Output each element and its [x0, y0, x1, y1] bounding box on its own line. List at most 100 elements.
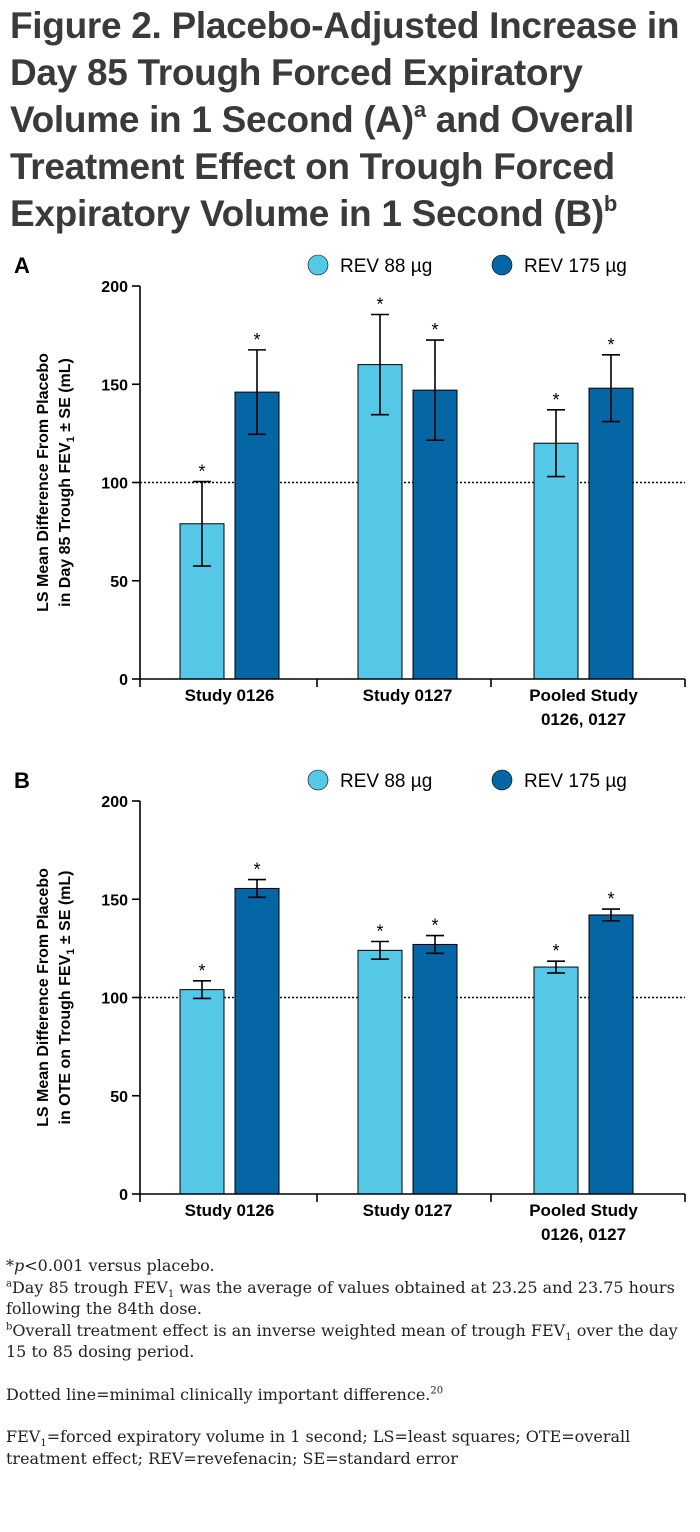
x-tick-label-line: Study 0127 [363, 1201, 453, 1220]
y-axis-label-line2-post: ± SE (mL) [57, 358, 74, 436]
title-part2: and Overall Treatment Effect on Trough F… [10, 99, 635, 234]
x-tick-label-line: 0126, 0127 [541, 1225, 626, 1244]
bar [234, 391, 280, 680]
legend-label: REV 88 µg [340, 771, 432, 792]
y-axis-label: LS Mean Difference From Placebo in OTE on… [35, 868, 77, 1127]
y-tick-label: 150 [101, 892, 128, 909]
y-tick-label: 100 [101, 991, 128, 1008]
bar [357, 364, 403, 680]
significance-marker: * [552, 390, 559, 410]
y-tick-label: 50 [110, 1089, 128, 1106]
y-axis-label-line2: in Day 85 Trough FEV1 ± SE (mL) [57, 358, 77, 607]
legend-item: REV 175 µg [491, 254, 627, 277]
x-tick-label: Study 0126 [185, 686, 275, 705]
x-tick-label-line: Study 0126 [185, 686, 275, 705]
y-axis-label-line2-pre: in OTE on Trough FEV [57, 954, 74, 1124]
chart-a-svg: A REV 88 µg REV 175 µg LS Mean Difference F… [14, 253, 686, 729]
y-axis-label-line2-post: ± SE (mL) [57, 870, 74, 948]
footnote-p-text: <0.001 versus placebo. [24, 1256, 215, 1275]
footnote-b-sup: b [6, 1321, 13, 1333]
x-tick-label: Study 0127 [363, 686, 453, 705]
legend-item: REV 88 µg [307, 254, 432, 277]
chart-b-svg: B REV 88 µg REV 175 µg LS Mean Difference F… [14, 768, 686, 1244]
footnote-b: bOverall treatment effect is an inverse … [6, 1320, 696, 1363]
footnote-a-sup: a [6, 1278, 12, 1290]
y-axis-label-sub: 1 [65, 436, 77, 442]
y-tick-label: 0 [119, 672, 128, 689]
footnote-b-pre: Overall treatment effect is an inverse w… [12, 1320, 566, 1340]
x-tick-label: Study 0126 [185, 1201, 275, 1220]
bar [179, 989, 225, 1195]
significance-marker: * [376, 294, 383, 314]
y-tick-label: 200 [101, 279, 128, 296]
significance-marker: * [607, 335, 614, 355]
bar [412, 943, 458, 1195]
significance-marker: * [198, 961, 205, 981]
y-tick-label: 100 [101, 476, 128, 493]
bar [588, 914, 634, 1195]
figure-title: Figure 2. Placebo-Adjusted Increase in D… [10, 2, 695, 237]
significance-marker: * [431, 916, 438, 936]
bar [533, 966, 579, 1195]
significance-marker: * [198, 462, 205, 482]
title-sup-b: b [603, 190, 618, 216]
x-tick-label: Pooled Study 0126, 0127 [529, 686, 638, 729]
y-axis-label-line2: in OTE on Trough FEV1 ± SE (mL) [57, 870, 77, 1124]
bar [234, 887, 280, 1195]
y-axis-label: LS Mean Difference From Placebo in Day 85… [35, 353, 77, 612]
y-axis-label-line2-pre: in Day 85 Trough FEV [57, 442, 74, 607]
footnote-a-sub: 1 [167, 1288, 175, 1300]
y-tick-label: 50 [110, 574, 128, 591]
significance-marker: * [607, 889, 614, 909]
significance-marker: * [253, 330, 260, 350]
x-tick-label-line: Pooled Study [529, 686, 638, 705]
legend-label: REV 175 µg [524, 771, 627, 792]
footnote-b-post: over the day 15 to 85 dosing period. [6, 1320, 678, 1362]
title-sup-a: a [413, 96, 426, 122]
chart-panel-a: A REV 88 µg REV 175 µg LS Mean Difference F… [0, 245, 700, 745]
x-tick-label: Pooled Study 0126, 0127 [529, 1201, 638, 1244]
y-tick-label: 0 [119, 1187, 128, 1204]
x-tick-label: Study 0127 [363, 1201, 453, 1220]
x-tick-label-line: Study 0126 [185, 1201, 275, 1220]
legend-swatch [491, 254, 513, 276]
footnote-dotted-line: Dotted line=minimal clinically important… [6, 1384, 696, 1406]
footnote-abbreviations: FEV1=forced expiratory volume in 1 secon… [6, 1426, 696, 1469]
significance-marker: * [431, 320, 438, 340]
panel-label: A [14, 253, 30, 278]
bar [357, 949, 403, 1195]
footnote-p-italic: p [14, 1256, 25, 1275]
legend-item: REV 88 µg [307, 769, 432, 792]
footnote-abbr-sub: 1 [40, 1438, 47, 1450]
significance-marker: * [376, 921, 383, 941]
y-axis-label-line1: LS Mean Difference From Placebo [35, 353, 52, 612]
x-tick-label-line: Study 0127 [363, 686, 453, 705]
y-axis-label-sub: 1 [65, 949, 77, 955]
legend-swatch [491, 769, 513, 791]
title-part1: Figure 2. Placebo-Adjusted Increase in D… [10, 5, 680, 140]
footnotes: *p<0.001 versus placebo. aDay 85 trough … [6, 1255, 696, 1469]
footnote-star: * [6, 1256, 14, 1275]
bar [588, 387, 634, 680]
footnote-dotted-text: Dotted line=minimal clinically important… [6, 1384, 431, 1404]
footnote-dotted-sup: 20 [430, 1385, 444, 1397]
chart-panel-b: B REV 88 µg REV 175 µg LS Mean Difference F… [0, 760, 700, 1260]
legend-label: REV 175 µg [524, 256, 627, 277]
footnote-a-pre: Day 85 trough FEV [11, 1277, 168, 1297]
footnote-a: aDay 85 trough FEV1 was the average of v… [6, 1277, 696, 1320]
legend-item: REV 175 µg [491, 769, 627, 792]
x-tick-label-line: Pooled Study [529, 1201, 638, 1220]
footnote-p-value: *p<0.001 versus placebo. [6, 1255, 696, 1277]
significance-marker: * [253, 860, 260, 880]
y-axis-label-line1: LS Mean Difference From Placebo [35, 868, 52, 1127]
bar [533, 442, 579, 680]
footnote-abbr-post: =forced expiratory volume in 1 second; L… [6, 1427, 631, 1468]
y-tick-label: 200 [101, 794, 128, 811]
panel-label: B [14, 768, 30, 793]
footnote-b-sub: 1 [565, 1331, 572, 1343]
legend-swatch [307, 254, 329, 276]
footnote-a-post: was the average of values obtained at 23… [6, 1277, 675, 1319]
legend-swatch [307, 769, 329, 791]
footnote-abbr-pre: FEV [6, 1427, 41, 1446]
significance-marker: * [552, 941, 559, 961]
